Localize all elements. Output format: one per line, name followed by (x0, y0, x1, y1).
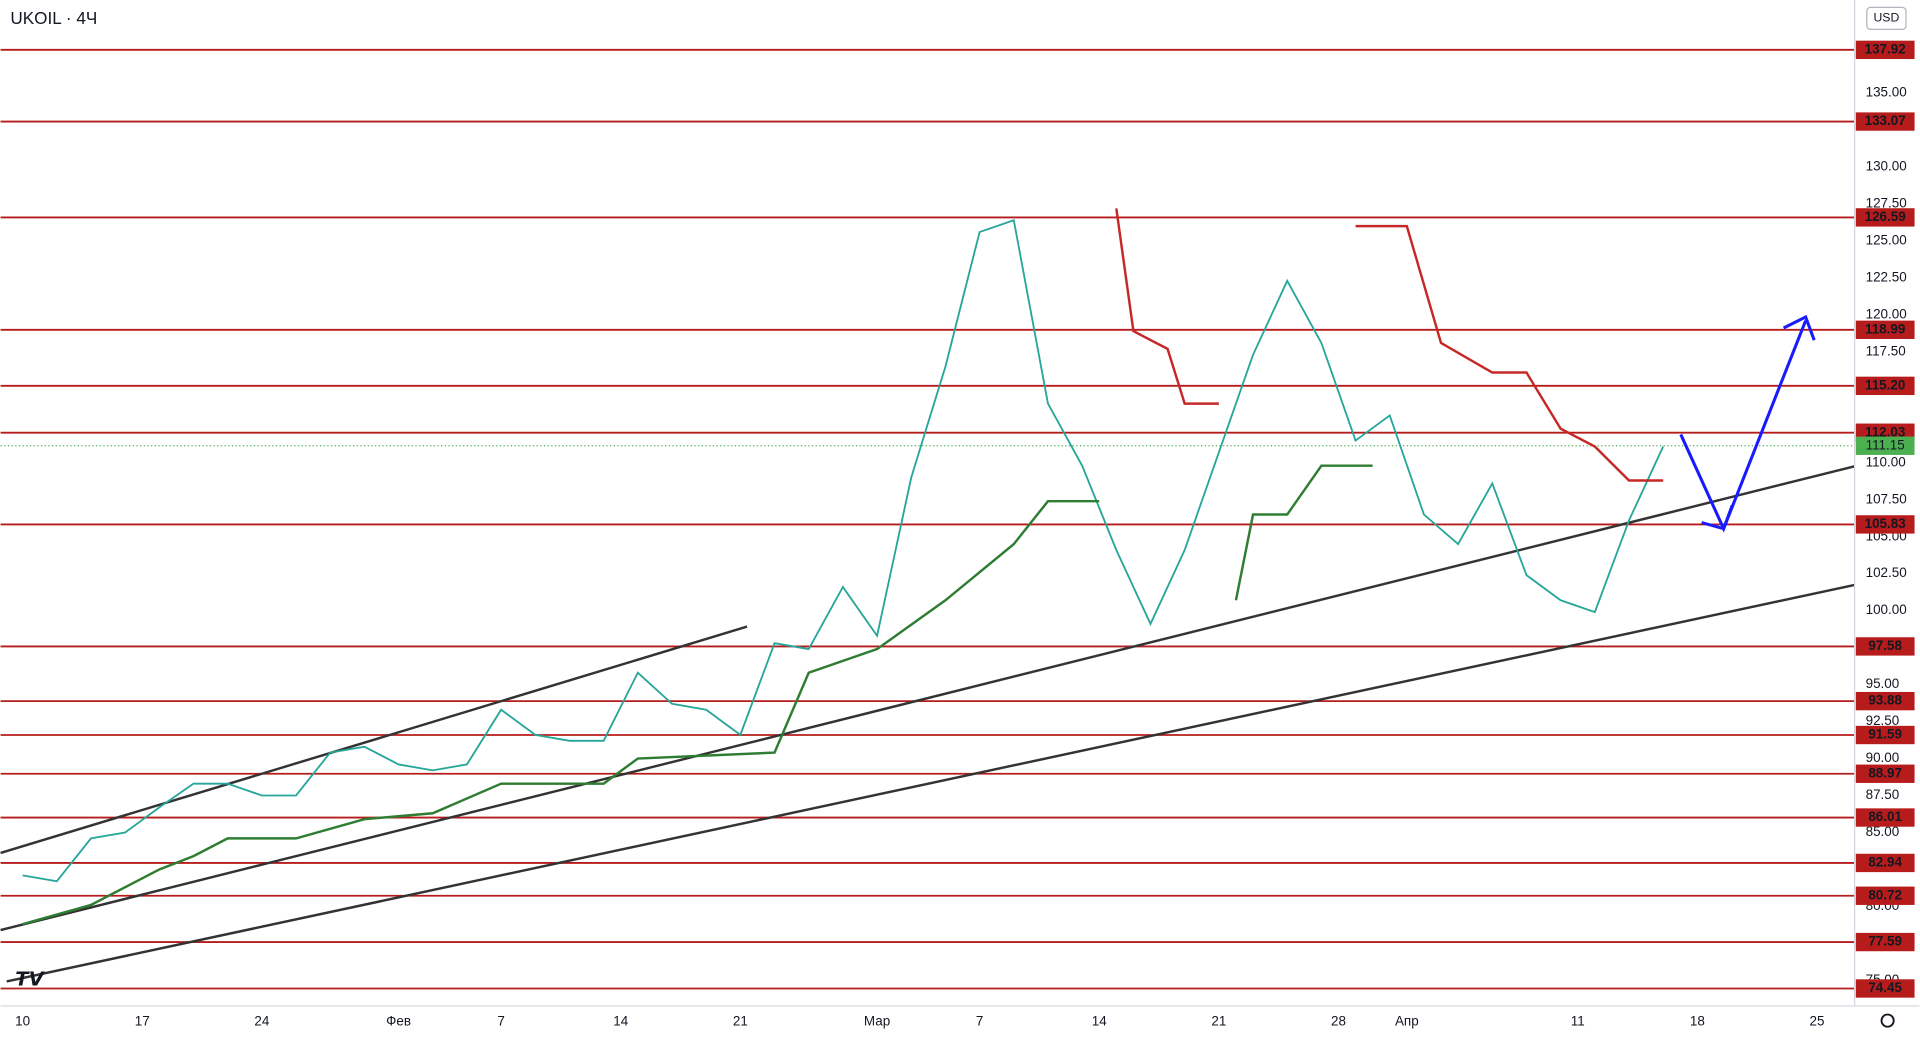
level-tag (1855, 691, 1915, 711)
level-tag (1855, 886, 1915, 905)
level-label: 88.97 (1868, 765, 1902, 780)
y-tick-label: 120.00 (1866, 306, 1907, 321)
level-label: 118.99 (1865, 321, 1905, 336)
level-label: 82.94 (1868, 854, 1902, 869)
level-label: 86.01 (1868, 809, 1902, 824)
series-line (22, 464, 1373, 926)
y-tick-label: 130.00 (1866, 159, 1907, 174)
marks-layer (22, 208, 1665, 926)
level-tag (1855, 320, 1915, 339)
level-tag (1855, 208, 1915, 227)
x-tick-label: 21 (1211, 1013, 1226, 1028)
level-tag (1855, 376, 1915, 396)
trend-line (6, 583, 1855, 983)
level-tag (1855, 853, 1915, 873)
level-label: 74.45 (1868, 980, 1902, 995)
level-tag (1855, 932, 1915, 952)
series-line (22, 218, 1665, 883)
level-tag (1855, 112, 1915, 131)
level-label: 93.88 (1868, 693, 1902, 708)
last-price-label: 111.15 (1866, 437, 1905, 452)
arrow-head (1782, 314, 1816, 341)
currency-button[interactable] (1866, 6, 1907, 30)
level-label: 133.07 (1865, 113, 1906, 128)
x-tick-label: Апр (1395, 1013, 1419, 1028)
y-tick-label: 117.50 (1866, 343, 1906, 358)
trend-line (0, 625, 748, 855)
level-label: 137.92 (1865, 41, 1906, 56)
arrow-head (1701, 504, 1734, 531)
level-tag (1855, 979, 1915, 998)
x-tick-label: 18 (1690, 1013, 1705, 1028)
last-price-tag (1855, 436, 1915, 455)
x-tick-label: 28 (1331, 1013, 1346, 1028)
x-tick-label: 17 (135, 1013, 150, 1028)
y-tick-label: 95.00 (1866, 676, 1900, 691)
x-tick-label: 10 (15, 1013, 30, 1028)
level-label: 105.83 (1865, 516, 1906, 531)
y-tick-label: 92.50 (1866, 713, 1900, 728)
level-tag (1855, 637, 1915, 656)
level-label: 115.20 (1865, 377, 1905, 392)
grid-layer (0, 48, 1855, 990)
x-tick-label: Фев (386, 1013, 411, 1028)
series-line (1115, 208, 1664, 482)
level-label: 80.72 (1868, 887, 1902, 902)
level-label: 112.03 (1865, 424, 1905, 439)
level-tag (1855, 764, 1915, 783)
x-tick-label: Мар (864, 1013, 890, 1028)
y-tick-label: 107.50 (1866, 491, 1907, 506)
level-tag (1855, 515, 1915, 534)
x-tick-label: 7 (976, 1013, 983, 1028)
level-tag (1855, 40, 1915, 60)
y-tick-label: 110.00 (1866, 454, 1906, 469)
y-tick-label: 87.50 (1866, 787, 1900, 802)
level-label: 77.59 (1868, 934, 1902, 949)
axis-layer: 75.0080.0085.0087.5090.0092.5095.00100.0… (15, 40, 1915, 1028)
y-tick-label: 127.50 (1866, 196, 1907, 211)
trend-line (0, 465, 1855, 932)
x-tick-label: 7 (497, 1013, 504, 1028)
x-tick-label: 25 (1809, 1013, 1824, 1028)
y-tick-label: 125.00 (1866, 232, 1907, 247)
x-tick-label: 24 (254, 1013, 269, 1028)
x-tick-label: 14 (613, 1013, 628, 1028)
x-tick-label: 11 (1571, 1013, 1585, 1028)
level-label: 97.58 (1868, 638, 1902, 653)
x-tick-label: 14 (1092, 1013, 1107, 1028)
y-tick-label: 122.50 (1866, 269, 1907, 284)
y-tick-label: 85.00 (1866, 824, 1900, 839)
x-tick-label: 21 (733, 1013, 748, 1028)
y-tick-label: 100.00 (1866, 602, 1907, 617)
y-tick-label: 102.50 (1866, 565, 1907, 580)
level-label: 126.59 (1865, 209, 1906, 224)
level-tag (1855, 808, 1915, 827)
settings-icon[interactable] (1880, 1013, 1895, 1028)
y-tick-label: 90.00 (1866, 750, 1900, 765)
level-tag (1855, 725, 1915, 745)
currency-label[interactable]: USD (1873, 11, 1899, 25)
y-tick-label: 135.00 (1866, 85, 1907, 100)
chart-title: UKOIL · 4Ч (10, 8, 97, 28)
logo: 𝙏𝙑 (15, 968, 45, 990)
level-label: 91.59 (1868, 727, 1902, 742)
